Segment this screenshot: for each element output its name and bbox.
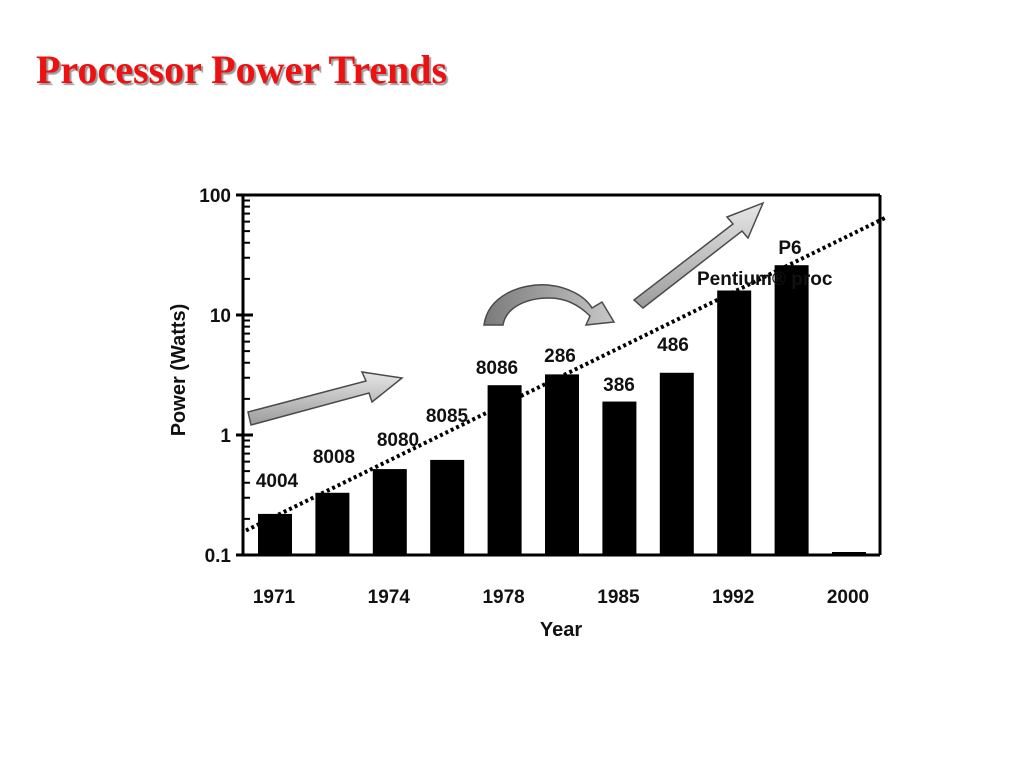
y-tick-label: 1 xyxy=(220,426,231,447)
y-tick-label: 10 xyxy=(210,306,231,327)
bar-label: Pentium® proc xyxy=(697,269,833,290)
bar-labels: 4004 8008 8080 8085 8086 286 386 486 Pentium® pr… xyxy=(256,238,833,492)
y-tick-label: 0.1 xyxy=(205,546,232,567)
bar-label: 8086 xyxy=(476,358,518,379)
x-tick-label: 1992 xyxy=(712,587,754,608)
bar xyxy=(717,290,752,555)
x-tick-label: 1985 xyxy=(597,587,640,608)
bar-baseline-mark xyxy=(832,552,866,555)
y-axis-title: Power (Watts) xyxy=(168,304,190,437)
bar-label: 386 xyxy=(603,375,635,396)
x-axis-ticks: 1971 1974 1978 1985 1992 2000 xyxy=(253,587,869,608)
bar-label: 486 xyxy=(657,335,689,356)
trend-line xyxy=(245,215,887,533)
bar xyxy=(659,372,694,555)
slide-title: Processor Power Trends xyxy=(36,47,448,92)
bars xyxy=(258,265,866,555)
bar xyxy=(487,385,522,555)
bar xyxy=(430,459,465,555)
bar xyxy=(315,492,350,555)
x-tick-label: 1978 xyxy=(482,587,524,608)
bar-label: 8008 xyxy=(313,447,355,468)
arrow-up-right-icon xyxy=(632,201,765,309)
bar xyxy=(774,265,809,555)
bar-label: 8085 xyxy=(426,406,469,427)
bar xyxy=(602,401,637,555)
x-tick-label: 1974 xyxy=(368,587,411,608)
x-tick-label: 1971 xyxy=(253,587,296,608)
y-axis-ticks: 100 10 1 0.1 xyxy=(199,186,253,567)
y-minor-ticks xyxy=(243,199,250,520)
bar-label: 4004 xyxy=(256,471,299,492)
bar xyxy=(545,374,579,555)
bar xyxy=(372,469,407,555)
curved-arrow-icon xyxy=(483,284,616,326)
bar-label: P6 xyxy=(778,238,801,259)
arrow-right-icon xyxy=(247,371,404,426)
y-tick-label: 100 xyxy=(199,186,231,207)
bar-label: 286 xyxy=(544,346,576,367)
x-tick-label: 2000 xyxy=(827,587,869,608)
bar-label: 8080 xyxy=(377,430,419,451)
x-axis-title: Year xyxy=(540,619,582,641)
